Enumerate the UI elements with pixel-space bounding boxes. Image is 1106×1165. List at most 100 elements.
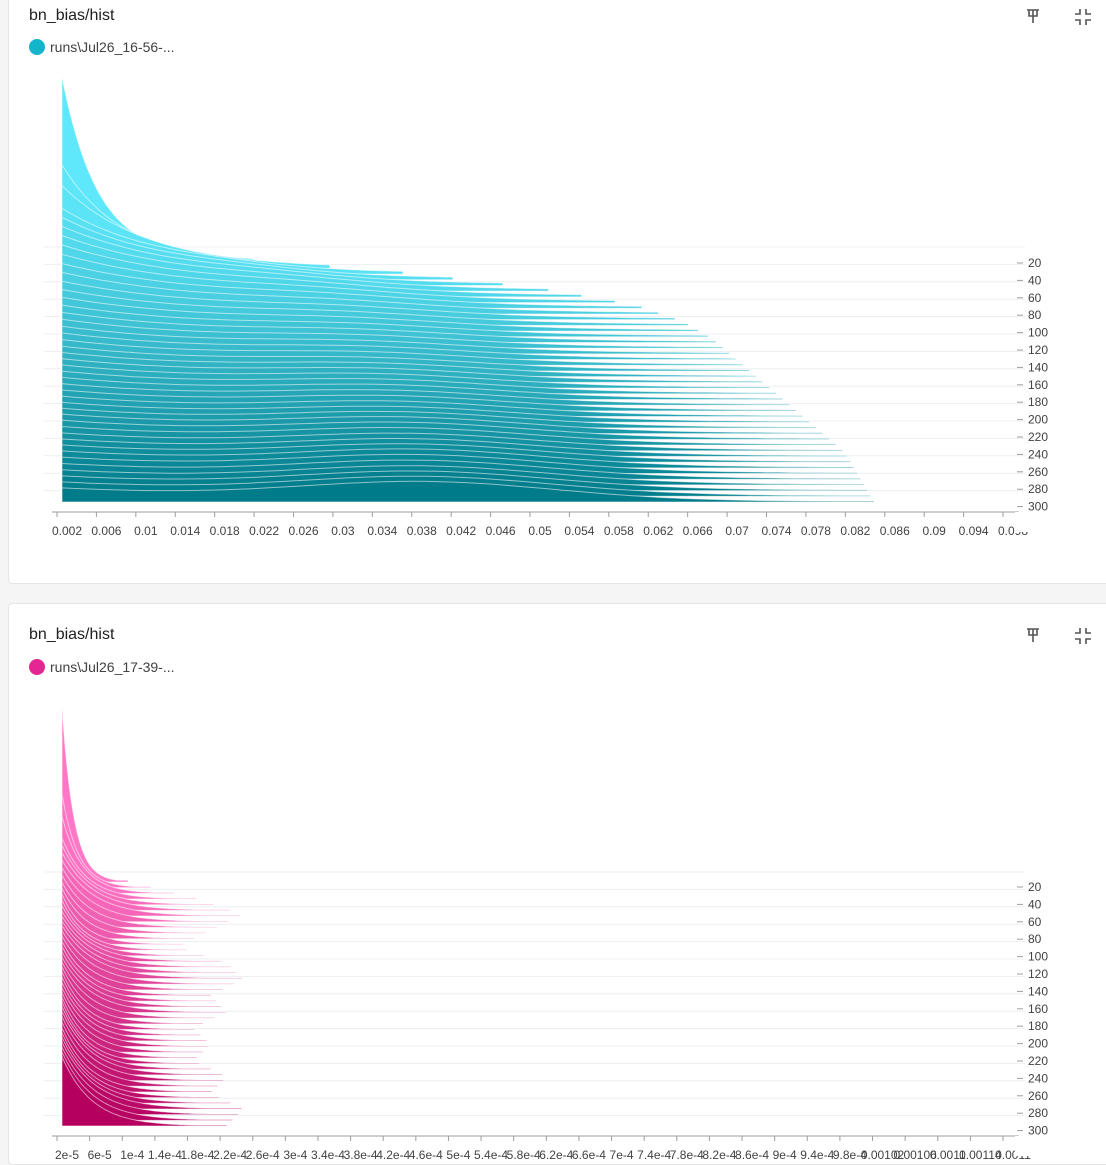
y-tick-label: 200: [1028, 1037, 1048, 1051]
card-title: bn_bias/hist: [29, 626, 115, 643]
y-tick-label: 260: [1028, 1089, 1048, 1103]
axis-mask: [1015, 1136, 1075, 1156]
histogram-layer: [61, 955, 227, 1014]
x-tick-label: 0.05: [528, 524, 552, 538]
x-tick-label: 3e-4: [283, 1148, 307, 1162]
x-tick-label: 1e-4: [120, 1148, 144, 1162]
y-tick-label: 60: [1028, 291, 1042, 305]
histogram-layer: [61, 919, 237, 974]
histogram-layer: [61, 706, 129, 883]
x-tick-label: 4.6e-4: [409, 1148, 443, 1162]
histogram-layer: [61, 844, 214, 906]
run-legend: runs\Jul26_17-39-...: [29, 659, 175, 675]
x-tick-label: 0.09: [922, 524, 946, 538]
x-tick-label: 0.054: [564, 524, 594, 538]
pin-icon[interactable]: [1021, 5, 1045, 29]
histogram-layer: [61, 966, 204, 1025]
histogram-layer: [61, 899, 187, 951]
collapse-icon[interactable]: [1071, 624, 1095, 648]
y-tick-label: 220: [1028, 1054, 1048, 1068]
x-tick-label: 0.082: [840, 524, 870, 538]
x-tick-label: 0.038: [407, 524, 437, 538]
y-tick-label: 140: [1028, 984, 1048, 998]
x-tick-label: 0.058: [604, 524, 634, 538]
x-tick-label: 9e-4: [773, 1148, 797, 1162]
x-tick-label: 0.03: [331, 524, 355, 538]
histogram-layer: [61, 837, 197, 900]
x-tick-label: 4.2e-4: [376, 1148, 410, 1162]
histogram-card-1: bn_bias/hist runs\Jul26_16-56-... 0.002 0…: [8, 0, 1106, 584]
run-color-dot: [29, 39, 45, 55]
collapse-icon[interactable]: [1071, 5, 1095, 29]
x-tick-label: 2.6e-4: [246, 1148, 280, 1162]
histogram-layer: [61, 961, 215, 1019]
y-tick-label: 200: [1028, 413, 1048, 427]
x-tick-label: 5.8e-4: [507, 1148, 541, 1162]
x-tick-label: 8.2e-4: [702, 1148, 736, 1162]
y-tick-label: 160: [1028, 378, 1048, 392]
y-tick-label: 120: [1028, 967, 1048, 981]
histogram-layer: [61, 873, 218, 928]
y-tick-label: 260: [1028, 465, 1048, 479]
y-tick-label: 20: [1028, 880, 1042, 894]
histogram-layer: [61, 941, 212, 996]
x-tick-label: 6.2e-4: [539, 1148, 573, 1162]
x-tick-label: 6e-5: [88, 1148, 112, 1162]
y-tick-label: 240: [1028, 1071, 1048, 1085]
x-tick-label: 7.4e-4: [637, 1148, 671, 1162]
histogram-layer: [61, 1042, 243, 1110]
x-tick-label: 0.074: [761, 524, 791, 538]
histogram-layer: [61, 881, 207, 934]
histogram-layers: [61, 76, 875, 503]
x-tick-label: 0.086: [880, 524, 910, 538]
histogram-layer: [61, 996, 198, 1059]
x-tick-label: 0.034: [367, 524, 397, 538]
histogram-layer: [61, 852, 231, 911]
x-tick-label: 0.022: [249, 524, 279, 538]
y-tick-label: 140: [1028, 360, 1048, 374]
pin-icon[interactable]: [1021, 624, 1045, 648]
histogram-layer: [61, 982, 207, 1042]
x-tick-label: 0.066: [683, 524, 713, 538]
y-tick-label: 100: [1028, 326, 1048, 340]
x-tick-label: 5.4e-4: [474, 1148, 508, 1162]
y-axis: 20 40 60 80 100 120 140 160 180 200 220 240 260 280 30…: [1017, 880, 1048, 1138]
y-tick-label: 120: [1028, 343, 1048, 357]
y-tick-label: 160: [1028, 1002, 1048, 1016]
x-tick-label: 7e-4: [610, 1148, 634, 1162]
histogram-layer: [61, 1001, 200, 1065]
histogram-layer: [61, 794, 152, 889]
histogram-layer: [61, 1032, 220, 1099]
y-axis: 20 40 60 80 100 120 140 160 180 200 220 240 260 280 30…: [1017, 256, 1048, 514]
histogram-layer: [61, 971, 196, 1031]
histogram-layer: [61, 905, 205, 957]
x-tick-label: 0.014: [170, 524, 200, 538]
x-tick-label: 0.042: [446, 524, 476, 538]
histogram-card-2: bn_bias/hist runs\Jul26_17-39-... 2e-5 6e…: [8, 603, 1106, 1165]
x-tick-label: 6.6e-4: [572, 1148, 606, 1162]
x-tick-label: 0.062: [643, 524, 673, 538]
x-tick-label: 0.006: [91, 524, 121, 538]
histogram-layer: [61, 1037, 231, 1104]
x-axis: 0.002 0.006 0.01 0.014 0.018 0.022 0.026 0.03 0.…: [52, 512, 1028, 538]
run-label: runs\Jul26_16-56-...: [50, 39, 175, 55]
histogram-layer: [61, 976, 202, 1036]
histogram-layer: [61, 1006, 212, 1070]
x-tick-label: 1.4e-4: [148, 1148, 182, 1162]
histogram-layer: [61, 1051, 233, 1121]
x-tick-label: 0.026: [288, 524, 318, 538]
y-tick-label: 280: [1028, 1106, 1048, 1120]
x-tick-label: 0.094: [959, 524, 989, 538]
x-tick-label: 0.046: [486, 524, 516, 538]
y-tick-label: 20: [1028, 256, 1042, 270]
x-tick-label: 2e-5: [55, 1148, 79, 1162]
histogram-layer: [61, 909, 222, 962]
histogram-chart: 2e-5 6e-5 1e-4 1.4e-41.8e-42.2e-42.6e-4 3e-4…: [44, 706, 1075, 1162]
histogram-layer: [61, 865, 230, 923]
histogram-layer: [61, 887, 195, 940]
x-tick-label: 0.018: [210, 524, 240, 538]
y-tick-label: 80: [1028, 308, 1042, 322]
run-color-dot: [29, 659, 45, 675]
histogram-layers: [61, 706, 243, 1127]
y-tick-label: 40: [1028, 273, 1042, 287]
